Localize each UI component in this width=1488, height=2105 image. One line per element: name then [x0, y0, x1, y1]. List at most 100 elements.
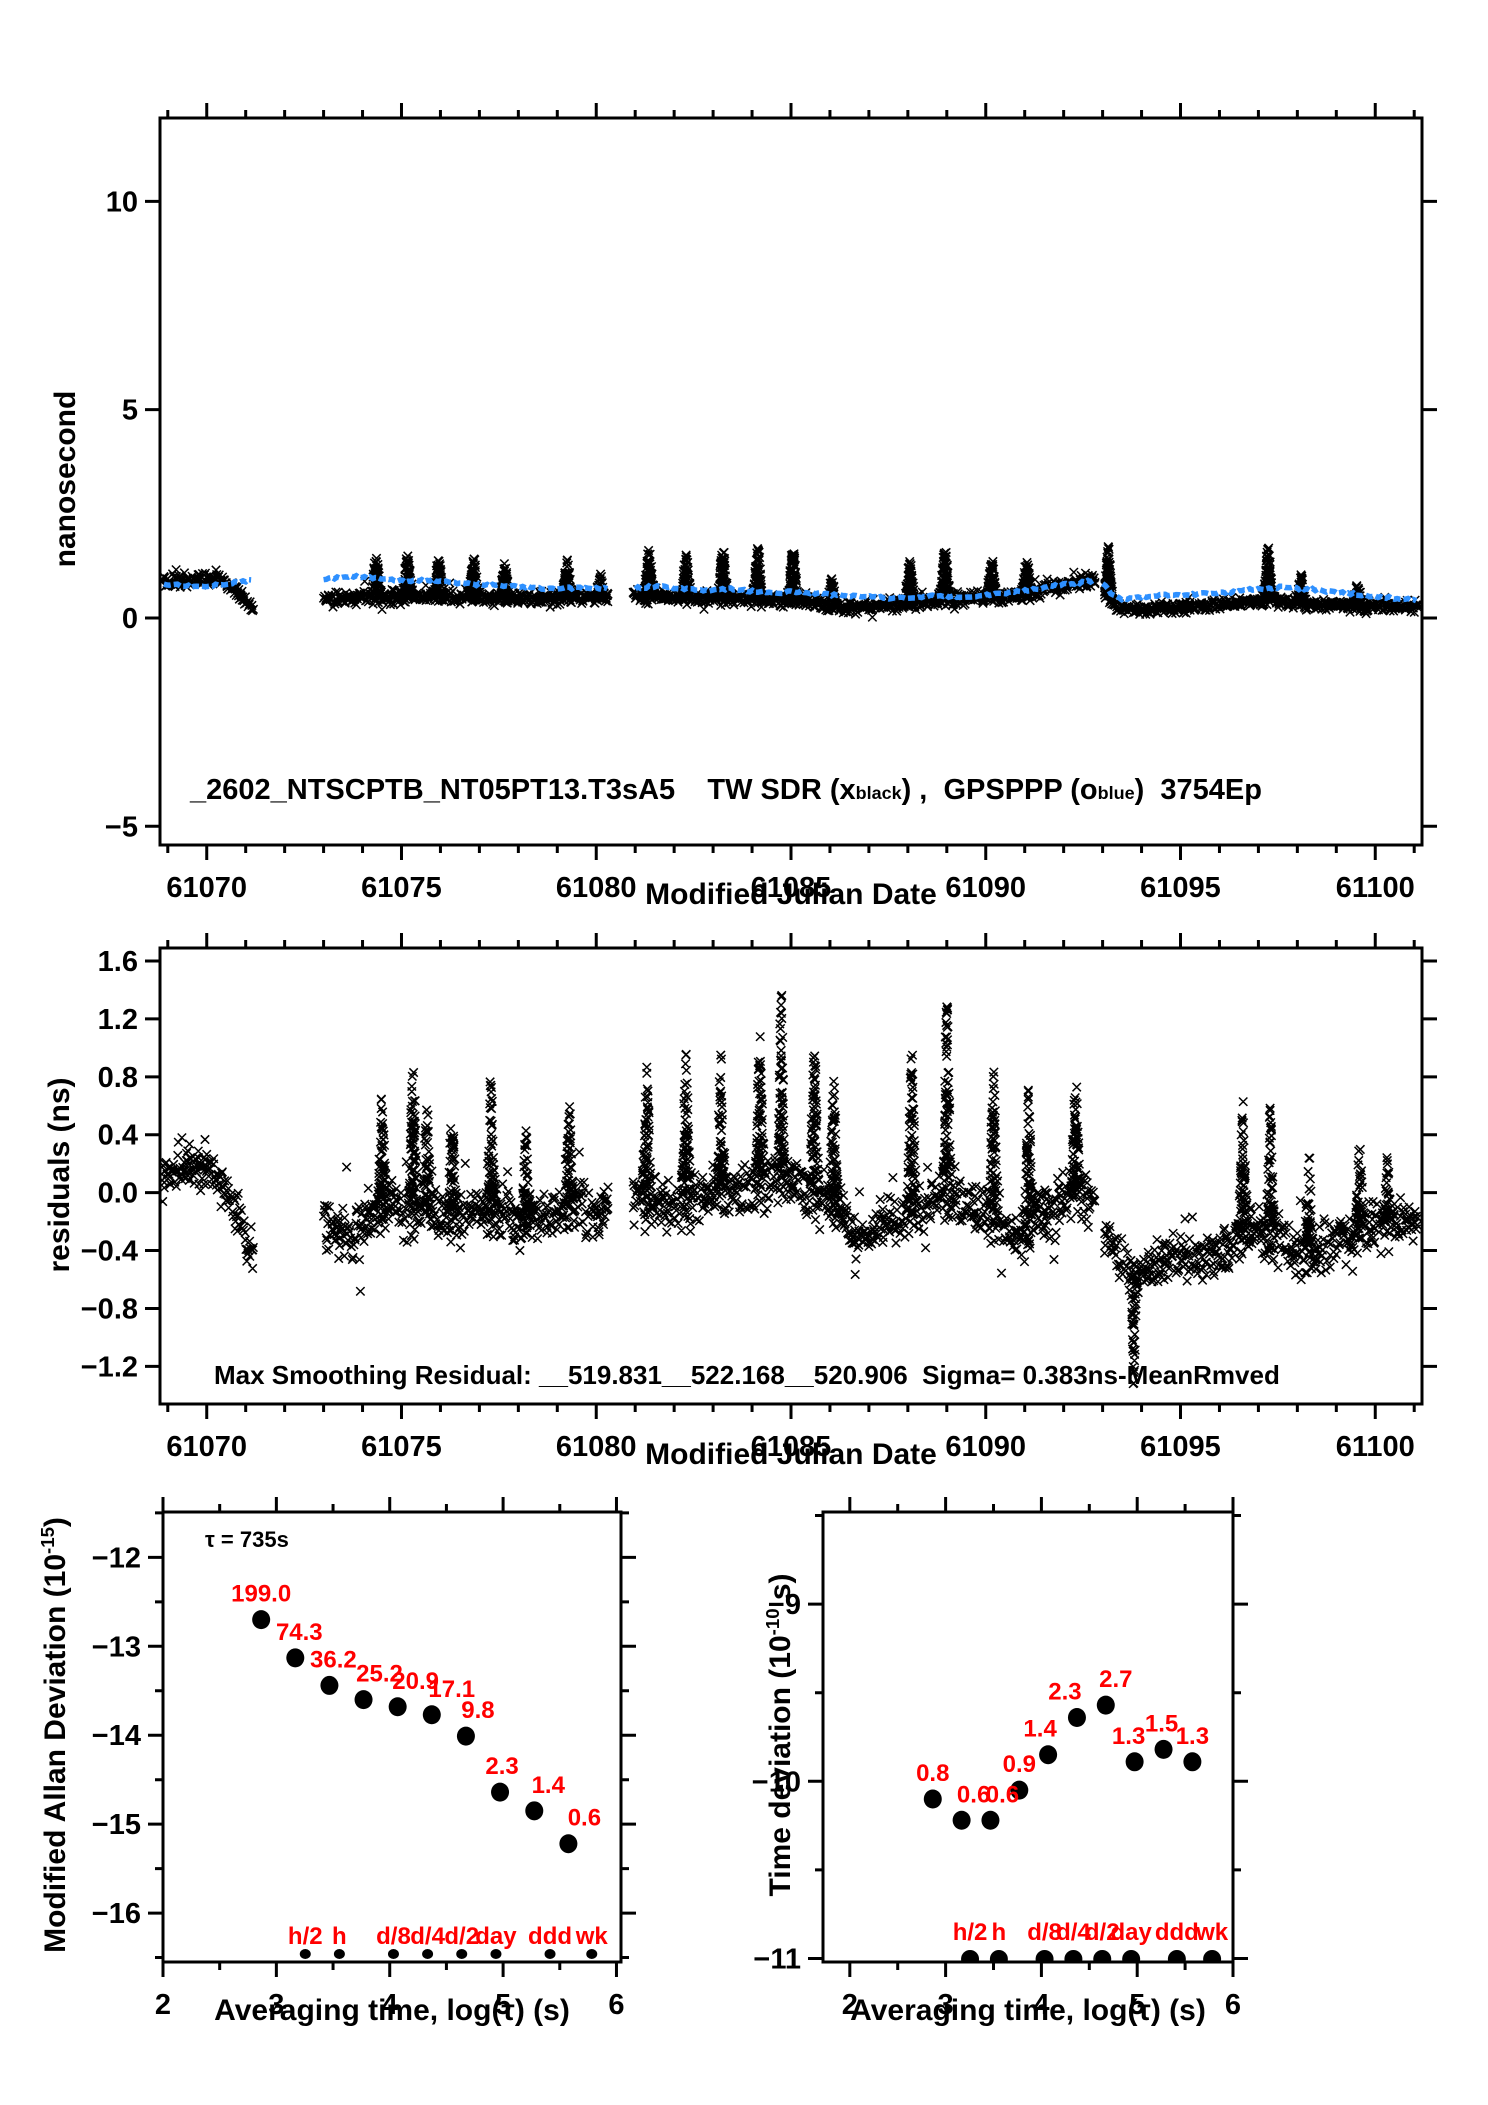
svg-text:61075: 61075: [361, 1431, 442, 1463]
svg-text:−12: −12: [92, 1542, 141, 1574]
tw-vs-gps-blue-line: [633, 577, 1095, 602]
tau-tick-label: day: [1110, 1919, 1152, 1946]
svg-text:−16: −16: [92, 1898, 141, 1930]
tdev-point-label: 1.3: [1112, 1723, 1145, 1750]
svg-text:−13: −13: [92, 1631, 141, 1663]
svg-text:−5: −5: [105, 811, 138, 843]
svg-text:−14: −14: [92, 1720, 141, 1752]
mdev-point: [491, 1782, 510, 1802]
tau-marker-dot: [961, 1950, 980, 1962]
tau-tick-label: ddd: [1155, 1919, 1199, 1946]
mdev-point: [252, 1610, 271, 1630]
mdev-point-label: 20.9: [392, 1668, 439, 1695]
mdev-point: [422, 1705, 441, 1725]
tdev-point: [1067, 1708, 1086, 1728]
mdev-point-label: 25.2: [356, 1661, 403, 1688]
top-yaxis-label: nanosecond: [49, 390, 82, 568]
tau-marker-dot: [1035, 1950, 1054, 1962]
svg-text:61100: 61100: [1336, 872, 1415, 904]
svg-text:0.8: 0.8: [98, 1062, 138, 1094]
tdev-point: [981, 1810, 1000, 1830]
svg-text:−15: −15: [92, 1809, 141, 1841]
title-gpsppp: ) , GPSPPP (o: [901, 774, 1098, 806]
tau-tick-label: d/4: [410, 1923, 445, 1950]
svg-text:61085: 61085: [751, 872, 832, 904]
svg-text:61100: 61100: [1336, 1431, 1415, 1463]
tdev-point: [1125, 1752, 1144, 1772]
tau-marker-dot: [989, 1950, 1008, 1962]
svg-text:1.6: 1.6: [98, 946, 138, 978]
mdev-point: [525, 1801, 544, 1821]
exponent-minus15: -15: [37, 1527, 58, 1554]
mdev-point-label: 9.8: [461, 1697, 494, 1724]
svg-text:61070: 61070: [166, 1431, 247, 1463]
max-smoothing-residual-annotation: Max Smoothing Residual: __519.831__522.1…: [214, 1360, 1280, 1390]
svg-text:6: 6: [1225, 1989, 1241, 2021]
middle-xaxis-label: Modified Julian Date: [645, 1438, 937, 1471]
tdev-point-label: 2.3: [1048, 1679, 1081, 1706]
svg-text:−0.4: −0.4: [81, 1236, 138, 1268]
svg-text:2: 2: [842, 1989, 858, 2021]
svg-text:5: 5: [122, 395, 138, 427]
tw-vs-gps-blue-line: [163, 576, 252, 591]
tau-tick-label: d/8: [376, 1923, 411, 1950]
svg-text:61085: 61085: [751, 1431, 832, 1463]
svg-text:2: 2: [155, 1989, 171, 2021]
title-sub-black: black: [855, 783, 902, 803]
svg-text:5: 5: [1129, 1989, 1145, 2021]
title-tw-sdr: TW SDR (x: [675, 774, 856, 806]
mdev-point-label: 2.3: [485, 1753, 518, 1780]
svg-text:0: 0: [122, 603, 138, 635]
tau-tick-label: h: [992, 1919, 1007, 1946]
svg-text:61095: 61095: [1140, 872, 1221, 904]
tdev-panel: 2 3 4 5 6 −9 −10 −11 0.8 0.60.6 0.9 1.4 2.3 2.7 1.3 1.5…: [752, 1497, 1248, 2021]
tdev-point: [1039, 1745, 1058, 1765]
tau-tick-label: wk: [575, 1923, 609, 1950]
tdev-point: [1154, 1739, 1173, 1759]
tau-marker-dot: [299, 1949, 311, 1959]
tau-tick-label: h: [332, 1923, 347, 1950]
mdev-point-label: 0.6: [568, 1805, 601, 1832]
mdev-point: [456, 1726, 475, 1746]
tw-vs-gps-blue-line: [323, 572, 609, 593]
tau-marker-dot: [544, 1949, 556, 1959]
mdev-panel: 2 3 4 5 6 −12 −13 −14 −15 −16 199.0 74.336.225.220.…: [92, 1497, 636, 2021]
tdev-point-label: 1.4: [1023, 1716, 1057, 1743]
mdev-point: [286, 1648, 305, 1668]
tdev-point: [923, 1789, 942, 1809]
tdev-point-label: 0.9: [1003, 1751, 1036, 1778]
bottom-left-yaxis-label: Modified Allan Deviation (10-15): [37, 1517, 72, 1953]
tdev-point-label: 2.7: [1099, 1666, 1132, 1693]
svg-text:61095: 61095: [1140, 1431, 1221, 1463]
bottom-right-yaxis-label: Time deviation (10-10 s): [762, 1573, 797, 1897]
tdev-point-label: 0.6: [986, 1781, 1019, 1808]
svg-text:4: 4: [1033, 1989, 1049, 2021]
tau-tick-label: ddd: [528, 1923, 572, 1950]
tdev-point-label: 0.8: [916, 1760, 949, 1787]
svg-text:−9: −9: [768, 1589, 801, 1621]
title-sub-blue: blue: [1097, 783, 1135, 803]
svg-text:61070: 61070: [166, 872, 247, 904]
svg-text:1.2: 1.2: [98, 1004, 138, 1036]
mdev-point: [320, 1675, 339, 1695]
tdev-point-label: 0.6: [957, 1781, 990, 1808]
tau-marker-dot: [586, 1949, 598, 1959]
mdev-point-label: 36.2: [310, 1646, 357, 1673]
svg-text:0.4: 0.4: [98, 1120, 138, 1152]
tw-vs-gps-blue-line: [1101, 581, 1418, 604]
svg-text:6: 6: [608, 1989, 624, 2021]
tau-marker-dot: [333, 1949, 345, 1959]
bottom-right-xaxis-label: Averaging time, log(τ) (s): [850, 1994, 1206, 2027]
svg-text:−11: −11: [753, 1943, 801, 1975]
bottom-left-xaxis-label: Averaging time, log(τ) (s): [214, 1994, 570, 2027]
tau-tick-label: h/2: [953, 1919, 988, 1946]
svg-text:3: 3: [268, 1989, 284, 2021]
mdev-point-label: 1.4: [532, 1772, 566, 1799]
svg-text:4: 4: [382, 1989, 398, 2021]
tau-marker-dot: [1167, 1950, 1186, 1962]
exponent-minus10: -10: [762, 1608, 783, 1636]
mdev-point: [559, 1834, 578, 1854]
tau-tick-label: h/2: [288, 1923, 323, 1950]
residuals-panel: 61070 61075 61080 61085 61090 61095 61100 1.6 1.…: [81, 933, 1437, 1463]
